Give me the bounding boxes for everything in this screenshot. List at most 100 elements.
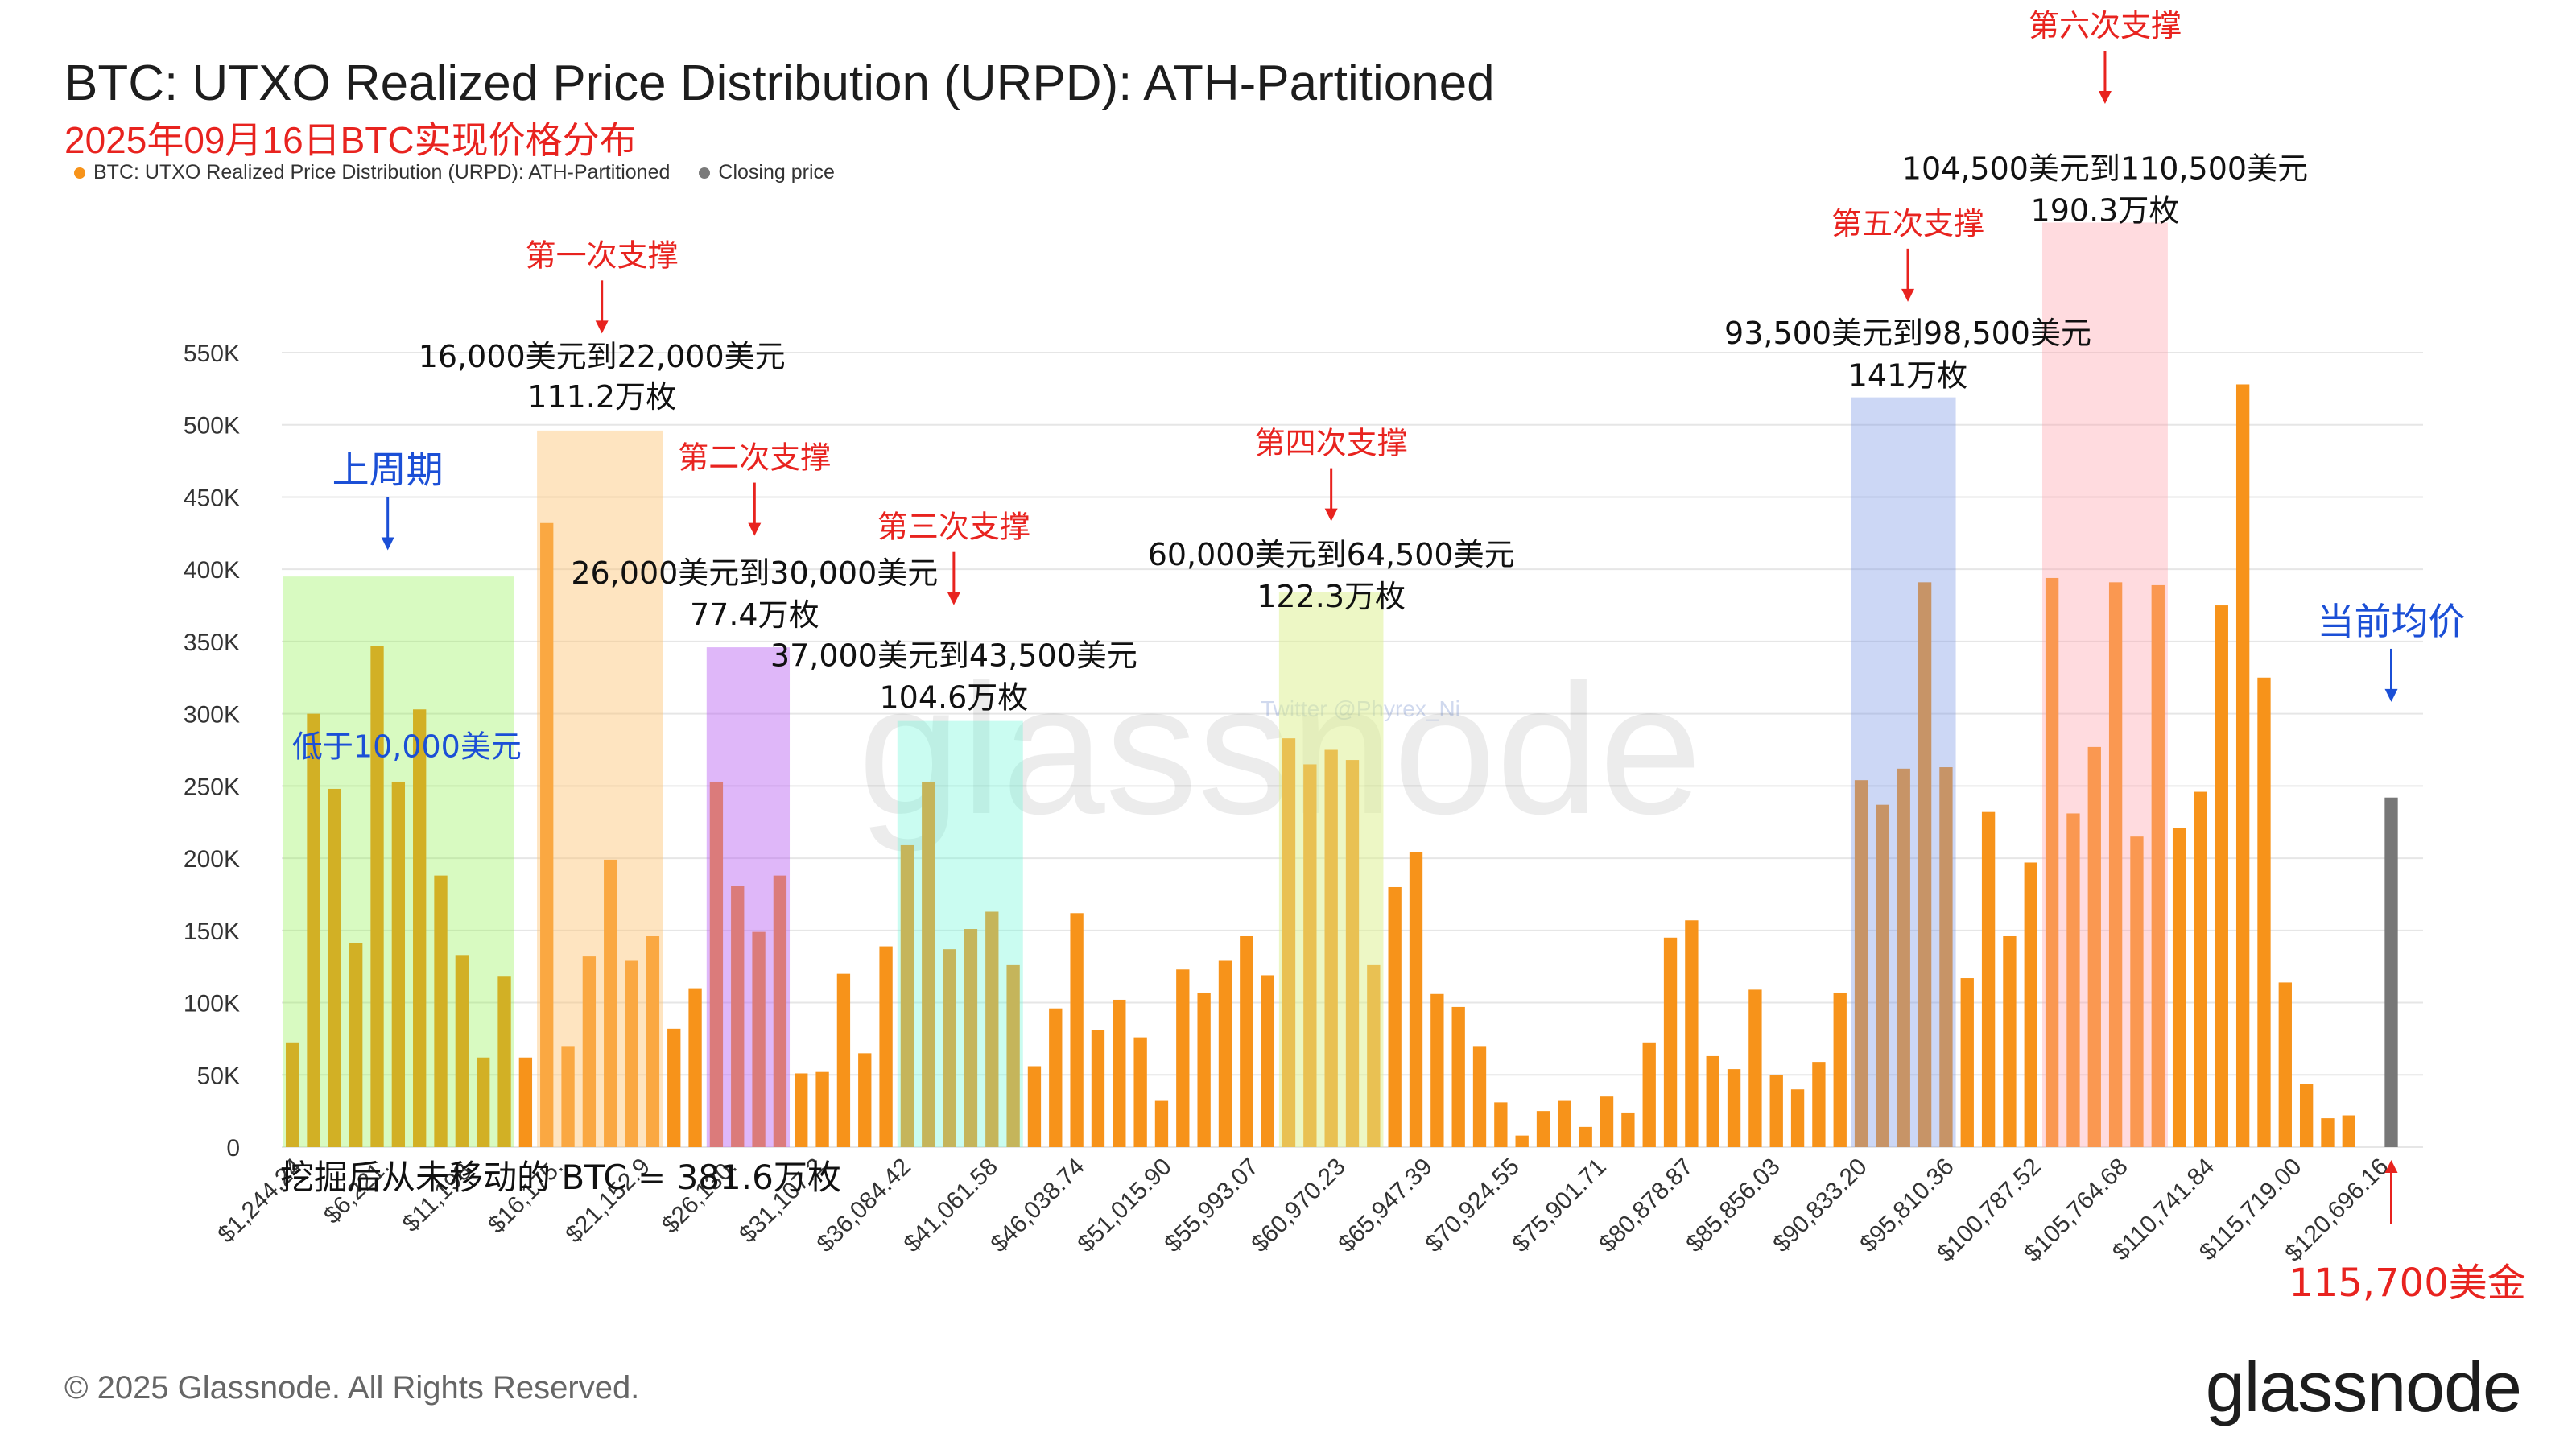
annotation-avg: 当前均价: [2317, 600, 2465, 643]
annotation-s4: 第四次支撑: [1255, 426, 1408, 461]
bar: [477, 1057, 490, 1147]
bar: [2087, 746, 2101, 1147]
bar: [1430, 993, 1444, 1147]
bar: [1579, 1126, 1592, 1147]
y-tick-label: 50K: [197, 1063, 240, 1089]
x-tick-label: $55,993.07: [1159, 1154, 1264, 1258]
legend-swatch-closing: [699, 167, 711, 179]
y-tick-label: 0: [226, 1135, 240, 1162]
bar: [2235, 384, 2250, 1148]
annotation-s3b: 104.6万枚: [879, 679, 1028, 715]
annotation-s1a: 16,000美元到22,000美元: [419, 339, 786, 374]
bar: [795, 1073, 808, 1147]
legend-label-urpd: BTC: UTXO Realized Price Distribution (U…: [93, 161, 671, 184]
bar: [815, 1071, 829, 1147]
bar: [2045, 577, 2059, 1147]
bar: [2278, 982, 2292, 1147]
support-zone: [283, 576, 514, 1147]
bar: [1939, 767, 1953, 1147]
y-tick-label: 350K: [184, 630, 240, 656]
bar: [1218, 960, 1232, 1147]
chart-title: BTC: UTXO Realized Price Distribution (U…: [64, 56, 1495, 111]
annotation-s5b: 141万枚: [1848, 357, 1968, 393]
bar: [582, 956, 597, 1147]
y-tick-label: 100K: [184, 991, 240, 1018]
annotation-s2: 第二次支撑: [678, 440, 831, 476]
bar: [752, 931, 766, 1147]
annotation-arrowhead: [595, 320, 609, 334]
bar: [1388, 886, 1402, 1147]
y-tick-label: 500K: [184, 413, 240, 440]
annotation-s4b: 122.3万枚: [1257, 579, 1406, 614]
support-zone: [2041, 222, 2168, 1147]
bar: [413, 709, 427, 1147]
annotation-arrowhead: [2384, 688, 2398, 702]
x-tick-label: $60,970.23: [1246, 1154, 1351, 1258]
y-tick-label: 450K: [184, 485, 240, 511]
bar: [900, 844, 914, 1147]
bar: [1621, 1112, 1635, 1147]
chart-subtitle: 2025年09月16日BTC实现价格分布: [64, 119, 637, 161]
bar: [688, 988, 702, 1147]
annotation-s5a: 93,500美元到98,500美元: [1724, 316, 2091, 351]
glassnode-logo: glassnode: [2205, 1347, 2522, 1426]
bar: [1663, 937, 1678, 1147]
x-tick-label: $51,015.90: [1072, 1154, 1177, 1258]
annotation-arrowhead: [1901, 288, 1915, 302]
price-callout: 115,700美金: [2289, 1261, 2526, 1306]
bar: [2321, 1118, 2334, 1147]
annotation-s6: 第六次支撑: [2029, 8, 2182, 43]
bar: [1897, 768, 1910, 1147]
bar: [773, 875, 787, 1147]
bar: [2215, 605, 2228, 1147]
bar: [2194, 791, 2207, 1147]
bar: [943, 949, 956, 1147]
x-tick-label: $65,947.39: [1333, 1154, 1438, 1258]
support-zone: [537, 430, 663, 1147]
bar: [1240, 935, 1253, 1147]
bar: [2172, 828, 2186, 1147]
annotation-s3: 第三次支撑: [877, 510, 1030, 545]
legend-item-urpd[interactable]: BTC: UTXO Realized Price Distribution (U…: [74, 161, 670, 184]
bar: [1451, 1006, 1465, 1147]
bar: [434, 875, 448, 1147]
bar: [2108, 582, 2123, 1147]
legend-label-closing: Closing price: [718, 161, 835, 184]
annotation-cycle-sub: 低于10,000美元: [292, 729, 522, 764]
bar: [1536, 1111, 1550, 1147]
bar: [646, 935, 660, 1147]
bar: [2130, 836, 2144, 1147]
bar: [1113, 999, 1126, 1147]
bar: [1960, 978, 1974, 1147]
annotation-arrowhead: [1324, 508, 1338, 522]
support-zone: [706, 647, 791, 1147]
bar: [1558, 1100, 1571, 1147]
bar: [1472, 1046, 1487, 1147]
annotation-arrowhead: [381, 537, 394, 551]
bar: [307, 713, 320, 1147]
bar: [985, 911, 999, 1147]
legend-item-closing[interactable]: Closing price: [699, 161, 835, 184]
bar: [709, 781, 724, 1147]
x-tick-label: $80,878.87: [1594, 1154, 1699, 1258]
bar: [2151, 584, 2165, 1147]
annotation-arrowhead: [748, 522, 762, 536]
closing-price-bar: [2384, 797, 2398, 1147]
bar: [1642, 1042, 1656, 1147]
bar: [625, 960, 638, 1147]
support-zone: [1851, 397, 1956, 1147]
copyright: © 2025 Glassnode. All Rights Reserved.: [64, 1370, 640, 1406]
x-tick-label: $90,833.20: [1768, 1154, 1872, 1258]
bar: [964, 929, 978, 1147]
bar: [286, 1042, 299, 1147]
annotation-s5: 第五次支撑: [1831, 206, 1984, 242]
y-tick-label: 550K: [184, 341, 240, 367]
bar: [1918, 582, 1932, 1147]
bar: [1515, 1135, 1529, 1147]
bar: [1769, 1075, 1783, 1147]
x-tick-label: $75,901.71: [1507, 1154, 1612, 1258]
bar: [1494, 1102, 1508, 1147]
bar: [1748, 989, 1762, 1147]
